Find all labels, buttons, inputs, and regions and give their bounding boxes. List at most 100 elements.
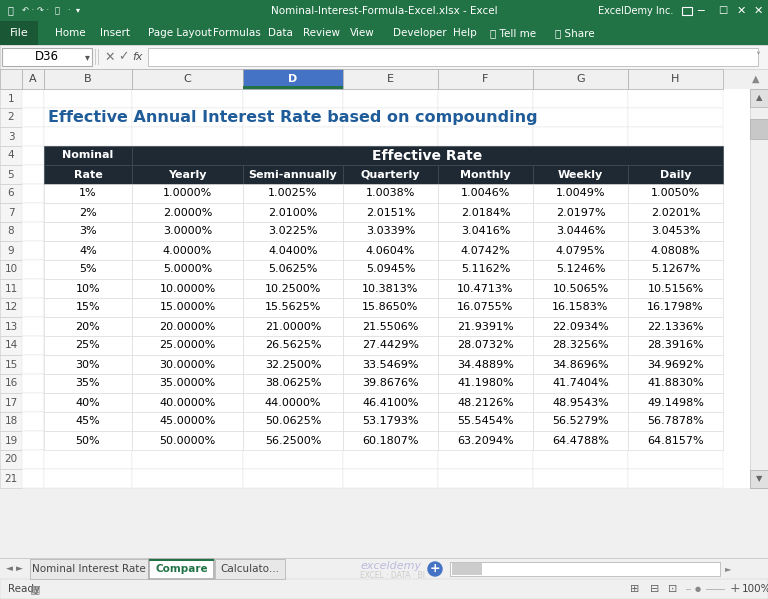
Bar [438,222,533,241]
Bar [533,317,628,336]
Bar [628,89,723,108]
Text: 6: 6 [8,189,15,198]
Bar [343,184,438,203]
Bar [438,412,533,431]
Bar [243,241,343,260]
Bar [533,450,628,469]
Bar [22,222,44,241]
Bar [533,184,628,203]
Bar [44,241,132,260]
Bar [628,165,723,184]
Bar [438,298,533,317]
Bar [215,559,285,579]
Bar [22,412,44,431]
Text: 5.1267%: 5.1267% [650,265,700,274]
Bar [243,127,343,146]
Bar [533,222,628,241]
Text: 25.0000%: 25.0000% [159,340,216,350]
Bar [628,374,723,393]
Bar [438,431,533,450]
Bar [132,336,243,355]
Bar [438,146,533,165]
Bar [628,222,723,241]
Text: 2.0100%: 2.0100% [268,207,318,217]
Text: G: G [576,74,584,84]
Text: D36: D36 [35,50,59,63]
Bar [343,336,438,355]
Text: Semi-annually: Semi-annually [249,170,337,180]
Bar [132,184,243,203]
Text: ▼: ▼ [756,474,763,483]
Text: A: A [29,74,37,84]
Bar [533,355,628,374]
Bar [243,146,343,165]
Bar [533,165,628,184]
Text: 3.0000%: 3.0000% [163,226,212,237]
Bar [343,336,438,355]
Bar [628,317,723,336]
Bar [343,108,438,127]
Text: 32.2500%: 32.2500% [265,359,321,370]
Text: 30.0000%: 30.0000% [160,359,216,370]
Bar [438,336,533,355]
Text: +: + [730,582,740,595]
Bar [132,279,243,298]
Text: D: D [288,74,298,84]
Bar [132,431,243,450]
Bar [243,89,343,108]
Bar [132,127,243,146]
Bar [0,165,22,184]
Text: Quarterly: Quarterly [361,170,420,180]
Text: 10.0000%: 10.0000% [160,283,216,294]
Text: ◄: ◄ [6,564,13,573]
Bar [628,336,723,355]
Bar [44,393,132,412]
Bar [628,393,723,412]
Bar [132,469,243,488]
Text: 28.0732%: 28.0732% [457,340,514,350]
Bar [0,184,22,203]
Text: 50.0000%: 50.0000% [160,435,216,446]
Bar [132,431,243,450]
Bar [533,260,628,279]
Bar [44,89,132,108]
Text: Nominal Interest Rate: Nominal Interest Rate [32,564,146,574]
Text: 28.3256%: 28.3256% [552,340,609,350]
Text: 🔍 Tell me: 🔍 Tell me [490,28,536,38]
Bar [243,165,343,184]
Bar [44,127,132,146]
Text: 18: 18 [5,416,18,426]
Text: 39.8676%: 39.8676% [362,379,419,389]
Text: 56.2500%: 56.2500% [265,435,321,446]
Bar [44,165,132,184]
Text: 2.0201%: 2.0201% [650,207,700,217]
Bar [343,298,438,317]
Text: 3.0453%: 3.0453% [650,226,700,237]
Text: C: C [184,74,191,84]
Bar [343,260,438,279]
Text: 1.0049%: 1.0049% [556,189,605,198]
Bar [533,203,628,222]
Text: 35.0000%: 35.0000% [160,379,216,389]
Text: 4.0795%: 4.0795% [556,246,605,256]
Text: ◄: ◄ [435,564,442,573]
Bar [628,184,723,203]
Bar [132,355,243,374]
Bar [628,393,723,412]
Bar [0,412,22,431]
Text: ✓: ✓ [118,50,128,63]
Bar [438,336,533,355]
Text: ✕: ✕ [737,5,746,16]
Bar [343,450,438,469]
Bar [533,431,628,450]
Text: 34.4889%: 34.4889% [457,359,514,370]
Text: ▲: ▲ [756,93,763,102]
Bar [243,412,343,431]
Text: 55.5454%: 55.5454% [457,416,514,426]
Text: ✕: ✕ [754,5,763,16]
Bar [628,431,723,450]
Bar [628,127,723,146]
Bar [22,241,44,260]
Bar [343,412,438,431]
Bar [628,222,723,241]
